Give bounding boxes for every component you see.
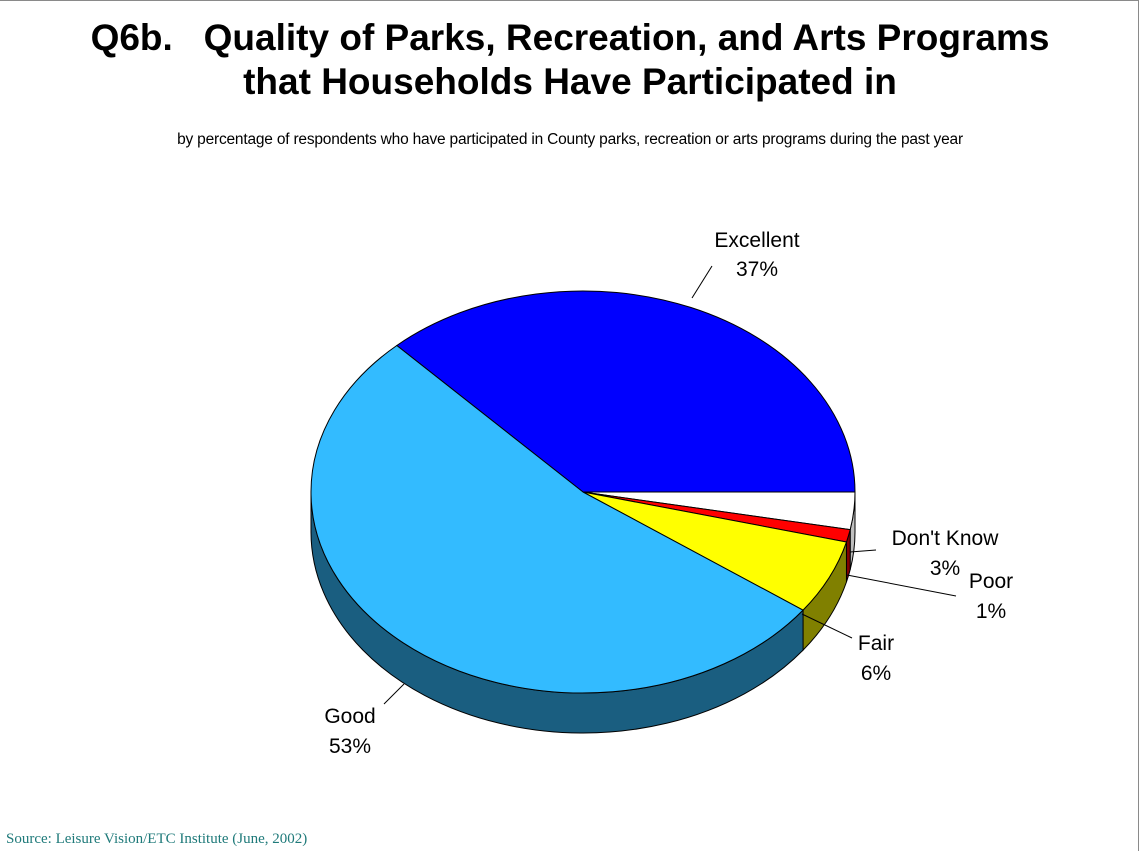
chart-title: Q6b. Quality of Parks, Recreation, and A… <box>0 16 1140 104</box>
source-note: Source: Leisure Vision/ETC Institute (Ju… <box>6 831 308 847</box>
leader-line-excellent <box>691 265 713 299</box>
slice-label-poor: Poor <box>969 570 1013 593</box>
slice-value-poor: 1% <box>976 600 1006 623</box>
pie-labels: Excellent 37% Don't Know 3% Poor 1% Fair 6% Good… <box>324 229 1013 758</box>
pie-slice-good <box>310 344 804 694</box>
leader-line-poor <box>846 574 957 597</box>
slice-value-don-t-know: 3% <box>930 557 960 580</box>
chart-title-line1: Q6b. Quality of Parks, Recreation, and A… <box>90 17 1050 58</box>
slice-value-excellent: 37% <box>736 258 778 281</box>
pie-slices <box>310 290 856 694</box>
slice-value-fair: 6% <box>861 662 891 685</box>
slice-label-good: Good <box>324 705 375 728</box>
slice-label-don-t-know: Don't Know <box>892 527 1000 550</box>
chart-subtitle: by percentage of respondents who have pa… <box>177 131 963 148</box>
leader-line-good <box>383 683 405 705</box>
pie-slice-excellent <box>395 290 856 493</box>
chart-title-line2: that Households Have Participated in <box>243 61 897 102</box>
pie-leader-lines <box>383 265 957 705</box>
slice-label-excellent: Excellent <box>714 229 799 252</box>
leader-line-fair <box>801 613 853 639</box>
leader-line-don-t-know <box>849 549 877 553</box>
slice-label-fair: Fair <box>858 632 894 655</box>
slice-value-good: 53% <box>329 735 371 758</box>
